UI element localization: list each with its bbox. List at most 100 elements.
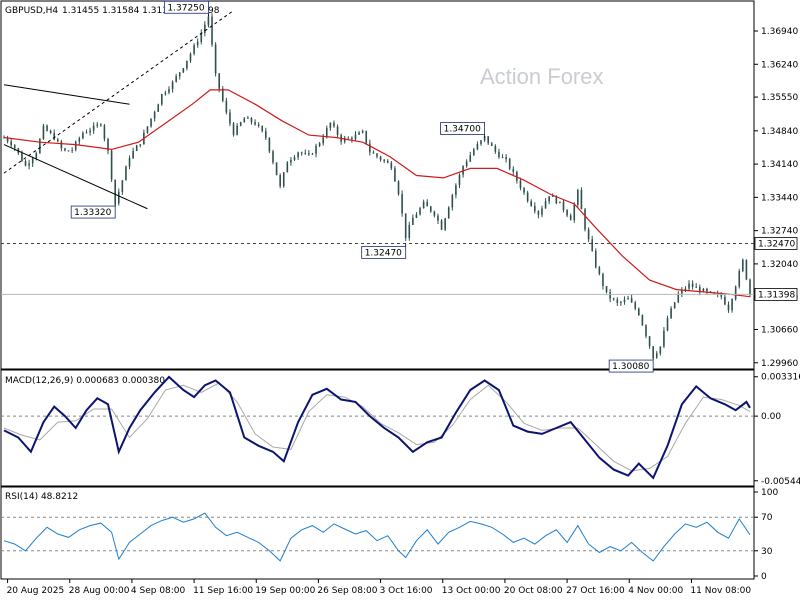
candle-body <box>383 159 385 161</box>
macd-y-tick-label: 0.00 <box>761 412 781 422</box>
candle-body <box>415 214 418 218</box>
candle-body <box>343 137 346 142</box>
candle-body <box>300 152 303 154</box>
price-y-tick-label: 1.32040 <box>761 260 798 270</box>
candle-body <box>526 192 529 202</box>
candle-body <box>114 179 116 204</box>
candle-body <box>74 141 77 150</box>
candle-body <box>308 153 310 155</box>
candle-body <box>688 283 690 289</box>
candle-body <box>709 291 712 293</box>
candle-body <box>738 271 741 287</box>
candle-body <box>279 175 281 187</box>
candle-body <box>534 205 536 212</box>
price-callout-label: 1.37250 <box>167 3 204 13</box>
ohlc-label: 1.31455 1.31584 1.31383 1.31398 <box>62 6 220 16</box>
candle-body <box>501 157 504 159</box>
candle-body <box>135 145 138 151</box>
candle-body <box>469 155 472 162</box>
candle-body <box>627 298 629 300</box>
candle-body <box>164 92 167 95</box>
x-tick-label: 11 Nov 08:00 <box>690 586 751 596</box>
candle-body <box>56 139 59 142</box>
candle-body <box>379 156 382 160</box>
candle-body <box>749 279 751 295</box>
candle-body <box>82 132 84 139</box>
candle-body <box>200 32 203 42</box>
candle-body <box>386 160 389 163</box>
rsi-y-tick-label: 30 <box>761 547 773 557</box>
candle-body <box>254 122 256 125</box>
price-y-tick-label: 1.36240 <box>761 60 798 70</box>
candle-body <box>404 213 407 238</box>
candle-body <box>211 16 213 45</box>
price-y-tick-label: 1.29960 <box>761 359 798 369</box>
candle-body <box>243 118 246 123</box>
candle-body <box>670 308 672 319</box>
candle-body <box>731 299 733 311</box>
candle-body <box>429 206 432 212</box>
candle-body <box>419 208 421 215</box>
candle-body <box>139 144 142 146</box>
candle-body <box>35 153 38 159</box>
candle-body <box>695 286 698 288</box>
candle-body <box>78 138 81 142</box>
candle-body <box>451 194 454 208</box>
candle-body <box>221 88 224 101</box>
price-callout-label: 1.34700 <box>444 124 481 134</box>
candle-body <box>559 201 561 204</box>
candle-body <box>272 151 274 163</box>
candle-body <box>508 159 511 169</box>
rsi-y-tick-label: 70 <box>761 513 773 523</box>
candle-body <box>476 144 479 150</box>
macd-layer: 0.003316 0.00 -0.005445 <box>1 373 800 487</box>
candle-body <box>580 189 583 210</box>
price-y-tick-label: 1.30660 <box>761 325 798 335</box>
candle-body <box>401 194 403 214</box>
candle-body <box>426 201 429 207</box>
candle-body <box>544 201 547 209</box>
x-tick-label: 20 Aug 2025 <box>7 586 65 596</box>
candle-body <box>666 318 669 331</box>
candle-body <box>584 209 586 230</box>
candle-body <box>315 145 317 154</box>
candle-body <box>494 145 497 152</box>
candle-body <box>551 195 554 197</box>
price-y-tick-label: 1.32740 <box>761 227 798 237</box>
candle-body <box>447 207 450 219</box>
price-callout-label: 1.33320 <box>74 208 111 218</box>
candle-body <box>351 137 353 140</box>
candle-body <box>218 73 220 89</box>
candle-body <box>182 68 185 73</box>
candle-body <box>555 195 558 204</box>
macd-y-tick-label: 0.003316 <box>761 373 800 383</box>
candle-body <box>720 294 723 297</box>
x-axis: 20 Aug 2025 28 Aug 00:00 4 Sep 08:00 11 Sep… <box>7 579 751 596</box>
candle-body <box>204 24 206 33</box>
candle-body <box>487 136 489 144</box>
candle-body <box>318 143 321 146</box>
candle-body <box>236 125 238 135</box>
price-y-tick-label: 1.36940 <box>761 27 798 37</box>
trendline <box>3 144 148 210</box>
candle-body <box>702 288 705 292</box>
price-callout-box <box>70 205 116 219</box>
rsi-label: RSI(14) 48.8212 <box>5 492 78 502</box>
candle-body <box>103 125 106 139</box>
candle-body <box>530 201 533 206</box>
price-callout-box <box>608 359 654 373</box>
candle-body <box>623 299 626 302</box>
moving-average-line <box>3 89 751 298</box>
candle-body <box>663 330 665 347</box>
candle-body <box>745 259 748 280</box>
candle-body <box>146 126 149 133</box>
candle-body <box>53 133 56 140</box>
macd-panel-frame <box>0 369 755 487</box>
candle-body <box>333 122 335 127</box>
candle-body <box>523 188 525 193</box>
candle-body <box>347 137 350 139</box>
candle-body <box>537 211 540 215</box>
price-panel-frame <box>0 0 755 370</box>
candle-body <box>437 215 439 221</box>
